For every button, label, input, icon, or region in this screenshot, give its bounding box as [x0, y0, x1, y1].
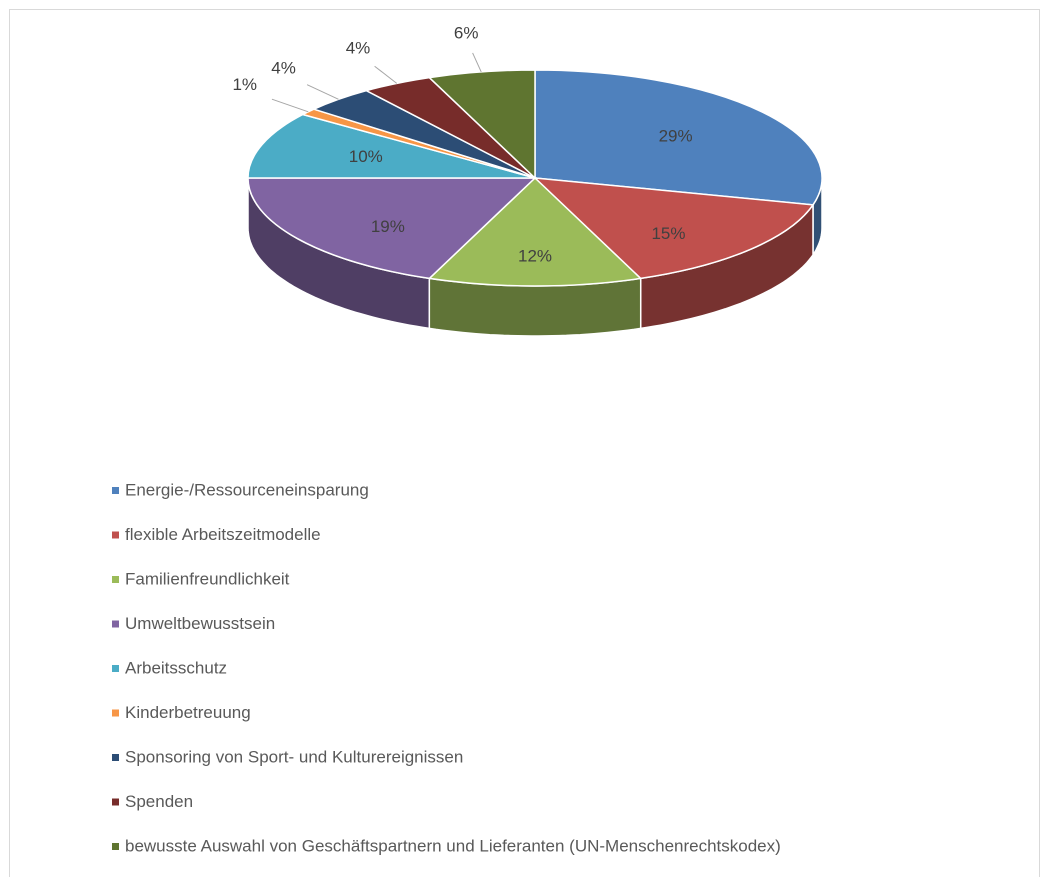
slice — [247, 113, 536, 179]
legend-swatch — [112, 843, 119, 850]
legend-swatch — [112, 531, 119, 539]
slice-side — [428, 277, 642, 337]
legend-swatch — [112, 665, 119, 672]
data-label: 6% — [454, 24, 479, 43]
legend-label: Umweltbewusstsein — [125, 614, 275, 633]
legend-label: Energie-/Ressourceneinsparung — [125, 480, 369, 499]
legend-label: Spenden — [125, 792, 193, 811]
data-label: 15% — [651, 224, 685, 243]
legend-label: Arbeitsschutz — [125, 658, 227, 677]
legend-label: Sponsoring von Sport- und Kulturereignis… — [125, 747, 463, 766]
slice — [427, 176, 643, 287]
slice — [532, 177, 815, 280]
slice — [247, 177, 537, 280]
data-label: 4% — [271, 59, 296, 78]
leader-line — [306, 84, 339, 100]
data-label: 1% — [232, 75, 257, 94]
legend-label: Kinderbetreuung — [125, 703, 251, 722]
data-label: 12% — [518, 246, 552, 265]
legend-swatch — [112, 576, 119, 583]
slice — [534, 69, 823, 206]
legend-label: Familienfreundlichkeit — [125, 569, 290, 588]
legend-swatch — [112, 798, 119, 806]
data-label: 29% — [659, 126, 693, 145]
leader-line — [472, 52, 482, 73]
legend-swatch — [112, 620, 119, 628]
leader-line — [374, 65, 398, 84]
data-label: 10% — [349, 147, 383, 166]
legend-swatch — [112, 487, 119, 494]
legend-label: bewusste Auswahl von Geschäftspartnern u… — [125, 836, 781, 855]
data-label: 19% — [371, 217, 405, 236]
legend-swatch — [112, 709, 119, 717]
leader-line — [271, 98, 309, 113]
legend-swatch — [112, 754, 119, 761]
legend-label: flexible Arbeitszeitmodelle — [125, 525, 321, 544]
data-label: 4% — [346, 38, 371, 57]
